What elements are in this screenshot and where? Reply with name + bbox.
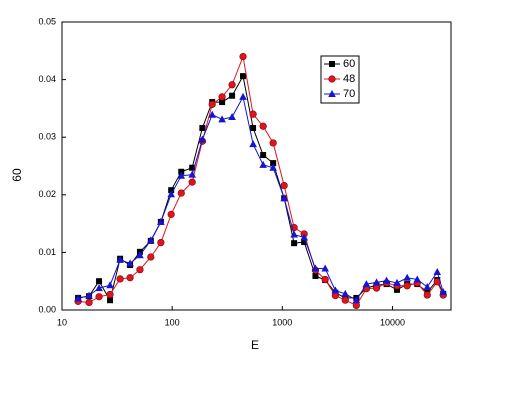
data-point: [74, 294, 82, 302]
data-point: [218, 115, 226, 123]
legend-marker: [329, 61, 335, 67]
data-point: [136, 251, 144, 259]
data-point: [280, 181, 288, 190]
data-point: [116, 255, 124, 263]
data-point: [433, 267, 442, 275]
data-point: [249, 110, 257, 118]
data-point: [147, 236, 155, 244]
data-point: [126, 259, 134, 267]
data-point: [106, 281, 114, 289]
data-point: [157, 239, 165, 247]
data-point: [413, 275, 422, 283]
data-point: [208, 100, 216, 108]
data-point: [291, 240, 298, 247]
data-point: [188, 178, 196, 186]
data-point: [95, 284, 103, 292]
y-tick-label: 0.03: [38, 132, 56, 142]
plot-frame: [61, 21, 452, 311]
data-point: [290, 230, 298, 238]
data-point: [167, 190, 175, 198]
data-point: [249, 140, 257, 148]
data-point: [341, 289, 350, 297]
data-point: [85, 291, 93, 299]
data-point: [157, 217, 165, 225]
data-point: [372, 284, 381, 292]
data-point: [300, 233, 308, 241]
data-point: [189, 164, 196, 171]
data-point: [126, 274, 134, 282]
data-point: [269, 139, 277, 147]
data-point: [229, 92, 236, 99]
data-point: [228, 113, 236, 121]
data-point: [341, 296, 349, 304]
data-point: [311, 264, 320, 272]
data-point: [259, 160, 267, 168]
x-axis-title: E: [251, 338, 259, 352]
legend-marker: [328, 75, 336, 83]
y-tick-label: 0.00: [38, 304, 56, 314]
data-point: [95, 293, 103, 301]
data-point: [372, 278, 381, 286]
data-point: [331, 286, 340, 294]
data-point: [136, 266, 144, 274]
data-point: [116, 275, 124, 283]
data-point: [199, 124, 206, 131]
y-tick-label: 0.04: [38, 74, 56, 84]
data-point: [240, 73, 247, 80]
data-point: [259, 122, 267, 130]
data-point: [362, 280, 371, 288]
data-point: [219, 99, 226, 106]
y-tick-label: 0.01: [38, 247, 56, 257]
data-point: [260, 152, 267, 159]
y-axis-title: 60: [10, 168, 24, 182]
data-point: [250, 124, 257, 131]
data-point: [352, 296, 361, 304]
data-point: [423, 282, 432, 290]
data-point: [439, 288, 448, 296]
data-point: [96, 278, 103, 285]
y-tick-label: 0.05: [38, 16, 56, 26]
data-point: [147, 253, 155, 261]
data-point: [107, 297, 114, 304]
data-point: [382, 276, 391, 284]
y-tick-label: 0.02: [38, 189, 56, 199]
data-point: [423, 291, 431, 299]
data-point: [167, 210, 175, 218]
data-point: [394, 286, 401, 293]
data-point: [85, 298, 93, 307]
data-point: [106, 290, 114, 299]
x-tick-label: 1000: [272, 317, 292, 327]
legend-label: 70: [343, 88, 355, 100]
data-point: [198, 135, 207, 143]
x-tick-label: 10000: [380, 317, 405, 327]
data-point: [239, 92, 247, 100]
data-point: [393, 278, 401, 286]
data-point: [228, 81, 236, 89]
data-point: [178, 168, 185, 175]
data-point: [403, 282, 411, 290]
legend-label: 60: [343, 58, 355, 70]
data-point: [208, 110, 217, 118]
data-point: [321, 264, 329, 272]
data-point: [270, 160, 277, 167]
data-point: [168, 187, 175, 194]
data-point: [218, 93, 226, 101]
data-point: [177, 189, 185, 197]
data-point: [312, 273, 319, 280]
legend-marker: [328, 90, 336, 97]
legend-label: 48: [343, 73, 355, 85]
data-point: [321, 275, 329, 284]
data-point: [269, 163, 277, 171]
data-point: [188, 170, 196, 178]
x-tick-label: 100: [165, 317, 180, 327]
data-point: [301, 239, 308, 246]
data-point: [239, 52, 247, 61]
x-tick-label: 10: [57, 317, 67, 327]
data-point: [177, 171, 186, 179]
data-point: [280, 194, 288, 202]
data-point: [403, 273, 411, 281]
